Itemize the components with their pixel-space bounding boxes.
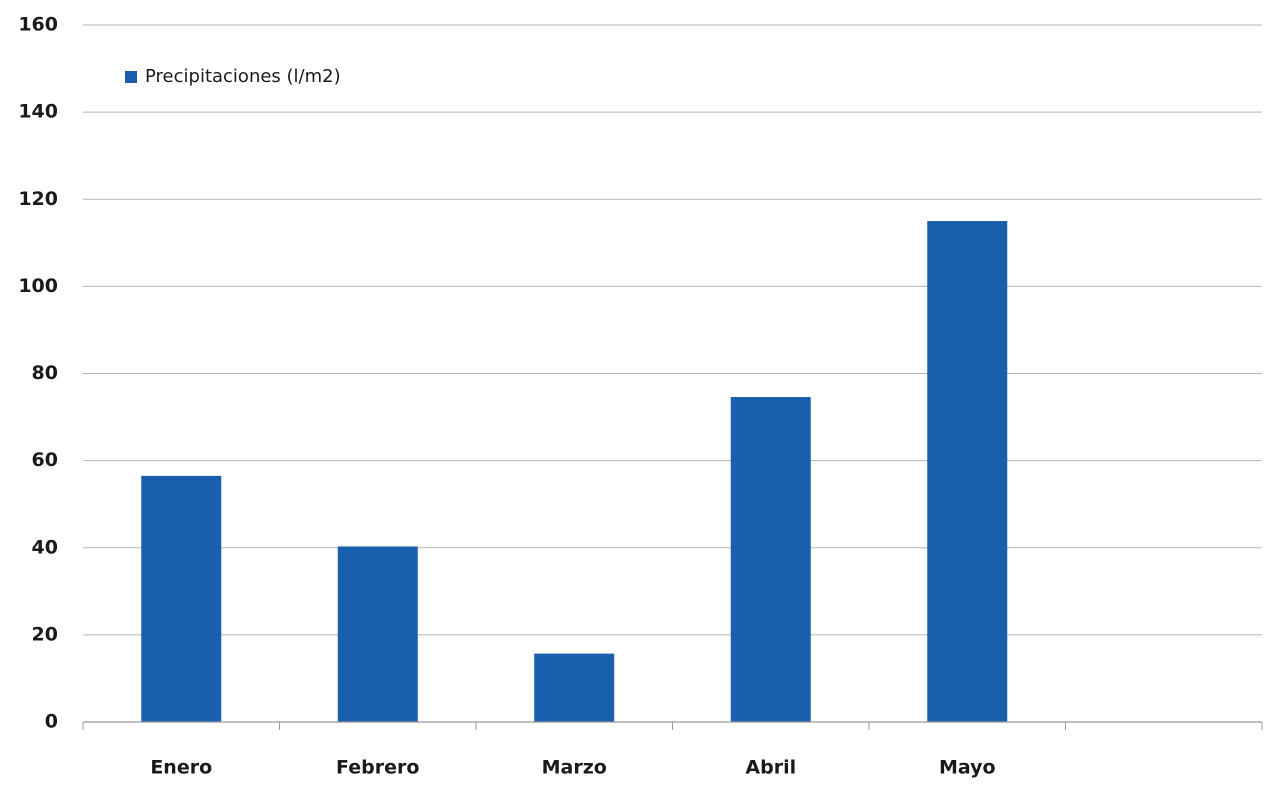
y-tick-label: 20: [32, 623, 58, 645]
y-tick-label: 0: [45, 711, 58, 733]
axes: 0 20 40 60 80 100 120 140 160 Enero Febrero Marzo Ab…: [18, 14, 1263, 779]
y-tick-label: 160: [18, 14, 58, 36]
legend-label: Precipitaciones (l/m2): [145, 66, 341, 87]
grid: [83, 24, 1262, 723]
bars: [141, 221, 1008, 722]
bar: [534, 653, 615, 722]
y-tick-label: 60: [32, 449, 58, 471]
legend-swatch: [125, 71, 137, 83]
y-tick-label: 40: [32, 536, 58, 558]
x-tick-label: Enero: [150, 757, 212, 779]
x-tick-label: Abril: [745, 757, 796, 779]
x-tick-label: Febrero: [336, 757, 419, 779]
bar: [927, 221, 1008, 722]
y-tick-label: 120: [18, 188, 58, 210]
bar: [337, 546, 418, 722]
bar: [141, 475, 222, 722]
legend: Precipitaciones (l/m2): [125, 66, 341, 87]
y-tick-label: 140: [18, 101, 58, 123]
bar: [730, 397, 811, 722]
y-tick-label: 80: [32, 362, 58, 384]
y-tick-label: 100: [18, 275, 58, 297]
x-tick-label: Marzo: [542, 757, 607, 779]
x-tick-label: Mayo: [939, 757, 996, 779]
